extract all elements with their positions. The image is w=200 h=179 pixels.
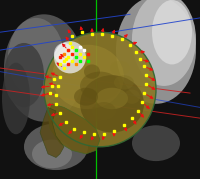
Ellipse shape bbox=[2, 63, 30, 134]
Ellipse shape bbox=[54, 41, 86, 73]
Ellipse shape bbox=[24, 124, 88, 170]
Ellipse shape bbox=[132, 125, 180, 161]
Ellipse shape bbox=[80, 75, 144, 132]
Polygon shape bbox=[48, 104, 100, 154]
Ellipse shape bbox=[124, 90, 140, 104]
Ellipse shape bbox=[152, 0, 192, 64]
Ellipse shape bbox=[80, 72, 120, 100]
Ellipse shape bbox=[132, 0, 196, 86]
Ellipse shape bbox=[96, 88, 128, 109]
Ellipse shape bbox=[52, 45, 124, 109]
Ellipse shape bbox=[74, 88, 98, 106]
Ellipse shape bbox=[54, 43, 74, 64]
Ellipse shape bbox=[4, 14, 84, 122]
Ellipse shape bbox=[44, 32, 156, 147]
Ellipse shape bbox=[86, 107, 106, 122]
Ellipse shape bbox=[4, 43, 44, 107]
Ellipse shape bbox=[92, 102, 116, 120]
Ellipse shape bbox=[114, 75, 134, 90]
Ellipse shape bbox=[84, 64, 100, 79]
Ellipse shape bbox=[116, 0, 196, 104]
Ellipse shape bbox=[110, 61, 130, 75]
Ellipse shape bbox=[8, 18, 64, 97]
Ellipse shape bbox=[32, 140, 72, 168]
Polygon shape bbox=[40, 107, 64, 158]
